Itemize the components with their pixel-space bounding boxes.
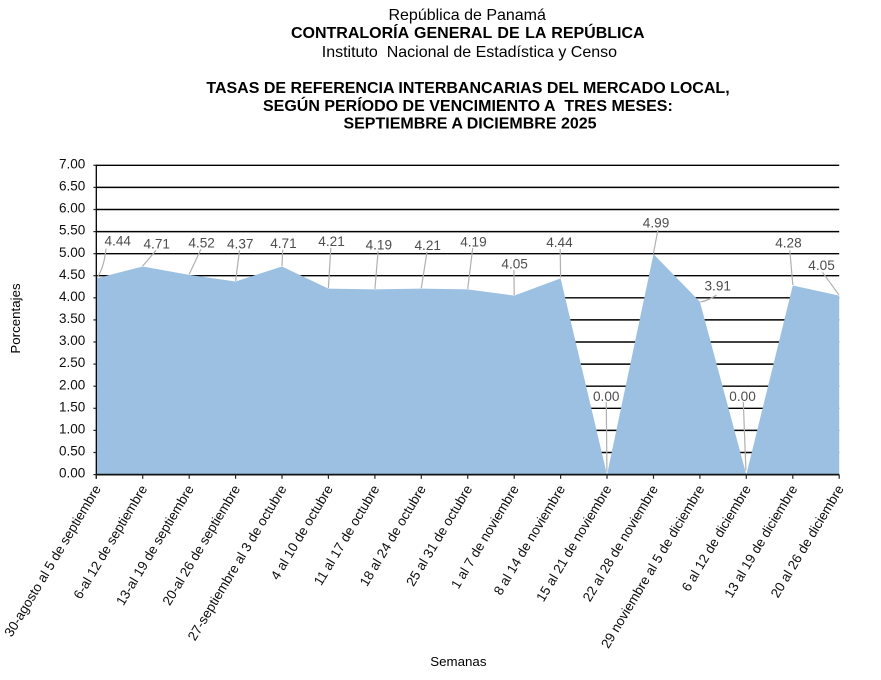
svg-text:0.00: 0.00 <box>729 389 756 404</box>
svg-text:3.91: 3.91 <box>705 278 731 293</box>
svg-text:4.71: 4.71 <box>144 237 170 252</box>
svg-text:Porcentajes: Porcentajes <box>8 283 23 354</box>
svg-text:7.00: 7.00 <box>59 156 85 171</box>
svg-text:5.50: 5.50 <box>59 223 85 238</box>
svg-text:4.05: 4.05 <box>808 258 834 273</box>
svg-text:4.37: 4.37 <box>227 236 253 251</box>
svg-text:4.21: 4.21 <box>318 234 344 249</box>
svg-text:Instituto Nacional de Estadís: Instituto Nacional de Estadística y Cens… <box>322 44 617 61</box>
svg-text:3.50: 3.50 <box>59 311 85 326</box>
svg-text:4.21: 4.21 <box>415 238 441 253</box>
svg-text:6.50: 6.50 <box>59 179 85 194</box>
svg-text:4.50: 4.50 <box>59 267 85 282</box>
svg-text:2.50: 2.50 <box>59 355 85 370</box>
svg-text:4.44: 4.44 <box>105 234 132 249</box>
svg-text:SEGÚN PERÍODO DE VENCIMIENTO A: SEGÚN PERÍODO DE VENCIMIENTO A TRES MESE… <box>263 96 673 115</box>
svg-text:República de Panamá: República de Panamá <box>388 7 546 24</box>
svg-text:4.44: 4.44 <box>546 235 573 250</box>
svg-text:4.05: 4.05 <box>501 256 527 271</box>
svg-text:TASAS DE REFERENCIA INTERBANCA: TASAS DE REFERENCIA INTERBANCARIAS DEL M… <box>206 80 729 97</box>
svg-text:0.50: 0.50 <box>59 444 85 459</box>
svg-text:1.50: 1.50 <box>59 399 85 414</box>
svg-text:4.52: 4.52 <box>188 235 214 250</box>
svg-text:0.00: 0.00 <box>59 466 85 481</box>
svg-text:5.00: 5.00 <box>59 245 85 260</box>
svg-text:4.99: 4.99 <box>643 215 669 230</box>
svg-text:6.00: 6.00 <box>59 201 85 216</box>
svg-text:4.00: 4.00 <box>59 289 85 304</box>
svg-text:4.19: 4.19 <box>366 237 392 252</box>
svg-text:3.00: 3.00 <box>59 333 85 348</box>
svg-text:4.28: 4.28 <box>775 235 801 250</box>
svg-text:Semanas: Semanas <box>430 654 487 669</box>
svg-text:4.19: 4.19 <box>460 234 486 249</box>
svg-text:4.71: 4.71 <box>270 236 296 251</box>
svg-text:SEPTIEMBRE A DICIEMBRE 2025: SEPTIEMBRE A DICIEMBRE 2025 <box>343 116 596 133</box>
svg-text:0.00: 0.00 <box>593 389 620 404</box>
svg-text:1.00: 1.00 <box>59 422 85 437</box>
svg-text:2.00: 2.00 <box>59 377 85 392</box>
svg-text:CONTRALORÍA GENERAL DE LA REPÚ: CONTRALORÍA GENERAL DE LA REPÚBLICA <box>291 23 645 42</box>
